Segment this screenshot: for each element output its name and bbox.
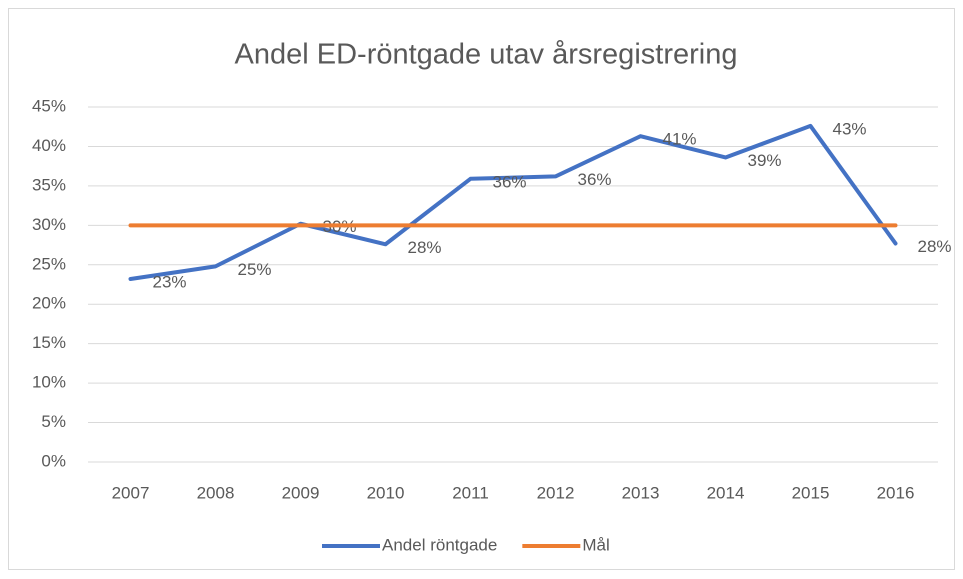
x-tick-label: 2012	[537, 483, 575, 502]
legend-label: Andel röntgade	[382, 535, 497, 554]
y-tick-label: 30%	[32, 215, 66, 234]
y-tick-label: 25%	[32, 254, 66, 273]
data-label: 39%	[748, 151, 782, 170]
data-label: 28%	[918, 237, 952, 256]
data-label: 28%	[408, 238, 442, 257]
x-tick-label: 2009	[282, 483, 320, 502]
data-label: 41%	[663, 130, 697, 149]
data-label: 25%	[238, 260, 272, 279]
y-tick-label: 45%	[32, 96, 66, 115]
data-label: 36%	[578, 170, 612, 189]
y-tick-label: 15%	[32, 333, 66, 352]
y-tick-label: 20%	[32, 294, 66, 313]
series-line	[128, 123, 898, 281]
y-tick-label: 40%	[32, 136, 66, 155]
x-tick-label: 2015	[792, 483, 830, 502]
x-tick-label: 2013	[622, 483, 660, 502]
chart-title: Andel ED-röntgade utav årsregistrering	[235, 39, 738, 71]
y-tick-label: 10%	[32, 373, 66, 392]
legend-label: Mål	[582, 535, 609, 554]
chart-border	[8, 8, 955, 570]
data-label: 36%	[493, 172, 527, 191]
data-label: 23%	[153, 272, 187, 291]
x-tick-label: 2008	[197, 483, 235, 502]
y-tick-label: 5%	[41, 412, 66, 431]
x-tick-label: 2016	[877, 483, 915, 502]
x-tick-label: 2011	[452, 483, 489, 502]
x-tick-label: 2007	[112, 483, 150, 502]
x-tick-label: 2010	[367, 483, 405, 502]
y-tick-label: 0%	[41, 451, 66, 470]
data-label: 43%	[833, 119, 867, 138]
y-tick-label: 35%	[32, 175, 66, 194]
x-tick-label: 2014	[707, 483, 745, 502]
